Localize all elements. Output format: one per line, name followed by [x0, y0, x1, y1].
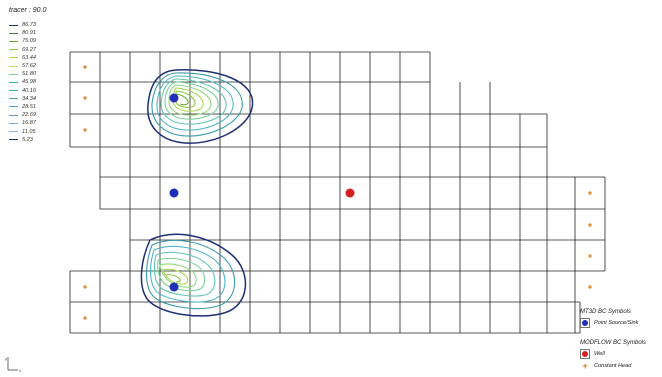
legend-swatch — [9, 57, 18, 59]
constant-head-icon — [83, 128, 87, 132]
legend-item-point-source: Point Source/Sink — [580, 317, 652, 329]
legend-row: 11.05 — [9, 127, 36, 135]
legend-row: 80.91 — [9, 29, 36, 37]
legend-swatch — [9, 131, 18, 133]
constant-head-icon — [588, 254, 592, 258]
legend-item-constant-head: + Constant Head — [580, 360, 652, 372]
orange-plus-icon: + — [580, 361, 590, 371]
legend-value: 45.98 — [22, 79, 36, 86]
legend-value: 86.73 — [22, 22, 36, 29]
contour-legend: 86.73 80.91 75.09 69.27 63.44 57.62 51.80 45.98… — [9, 21, 36, 144]
legend-row: 51.80 — [9, 70, 36, 78]
modflow-symbols-box: MODFLOW BC Symbols Well + Constant Head — [580, 339, 652, 372]
legend-swatch — [9, 49, 18, 51]
axis-y-label: y — [5, 356, 7, 361]
legend-value: 11.05 — [22, 128, 36, 135]
upper-plume-contours — [147, 69, 254, 144]
point-source-lower[interactable] — [169, 282, 179, 292]
legend-row: 5.23 — [9, 136, 36, 144]
mt3d-symbols-title: MT3D BC Symbols — [580, 309, 632, 315]
constant-head-icon — [83, 96, 87, 100]
legend-value: 69.27 — [22, 46, 36, 53]
legend-row: 22.69 — [9, 111, 36, 119]
legend-row: 75.09 — [9, 37, 36, 45]
legend-swatch — [9, 40, 18, 42]
legend-swatch — [9, 122, 18, 124]
legend-value: 75.09 — [22, 38, 36, 45]
legend-value: 80.91 — [22, 30, 36, 37]
point-source-middle[interactable] — [169, 188, 179, 198]
legend-value: 63.44 — [22, 54, 36, 61]
legend-value: 28.51 — [22, 103, 36, 110]
legend-swatch — [9, 65, 18, 67]
legend-row: 63.44 — [9, 54, 36, 62]
modflow-symbols-title: MODFLOW BC Symbols — [580, 340, 647, 346]
legend-row: 57.62 — [9, 62, 36, 70]
constant-head-icon — [83, 285, 87, 289]
legend-swatch — [9, 32, 18, 34]
legend-swatch — [9, 98, 18, 100]
legend-item-label: Constant Head — [594, 363, 632, 369]
red-dot-icon — [580, 349, 590, 359]
legend-row: 34.34 — [9, 95, 36, 103]
legend-row: 28.51 — [9, 103, 36, 111]
legend-swatch — [9, 73, 18, 75]
legend-value: 22.69 — [22, 112, 36, 119]
axis-x-label: x — [19, 368, 21, 373]
constant-head-icon — [588, 285, 592, 289]
legend-swatch — [9, 90, 18, 92]
constant-head-icon — [588, 223, 592, 227]
legend-swatch — [9, 114, 18, 116]
legend-value: 40.16 — [22, 87, 36, 94]
mt3d-symbols-box: MT3D BC Symbols Point Source/Sink — [580, 308, 652, 329]
legend-value: 57.62 — [22, 63, 36, 70]
legend-value: 51.80 — [22, 71, 36, 78]
blue-dot-icon — [580, 318, 590, 328]
lower-plume-contours — [140, 233, 247, 317]
legend-value: 16.87 — [22, 120, 36, 127]
legend-row: 69.27 — [9, 46, 36, 54]
legend-row: 40.16 — [9, 87, 36, 95]
legend-swatch — [9, 139, 18, 141]
constant-head-icon — [83, 65, 87, 69]
legend-row: 16.87 — [9, 119, 36, 127]
legend-swatch — [9, 24, 18, 26]
legend-value: 5.23 — [22, 136, 33, 143]
finite-difference-grid — [69, 51, 606, 334]
legend-item-label: Well — [594, 351, 605, 357]
legend-item-well: Well — [580, 348, 652, 360]
point-source-upper[interactable] — [169, 93, 179, 103]
legend-row: 45.98 — [9, 78, 36, 86]
well-marker[interactable] — [345, 188, 355, 198]
legend-value: 34.34 — [22, 95, 36, 102]
legend-item-label: Point Source/Sink — [594, 320, 639, 326]
constant-head-icon — [588, 191, 592, 195]
legend-swatch — [9, 106, 18, 108]
legend-swatch — [9, 81, 18, 83]
legend-row: 86.73 — [9, 21, 36, 29]
constant-head-markers — [83, 65, 592, 320]
axis-triad-icon: y x — [5, 356, 21, 373]
panel-title: tracer : 90.0 — [9, 7, 47, 14]
constant-head-icon — [83, 316, 87, 320]
